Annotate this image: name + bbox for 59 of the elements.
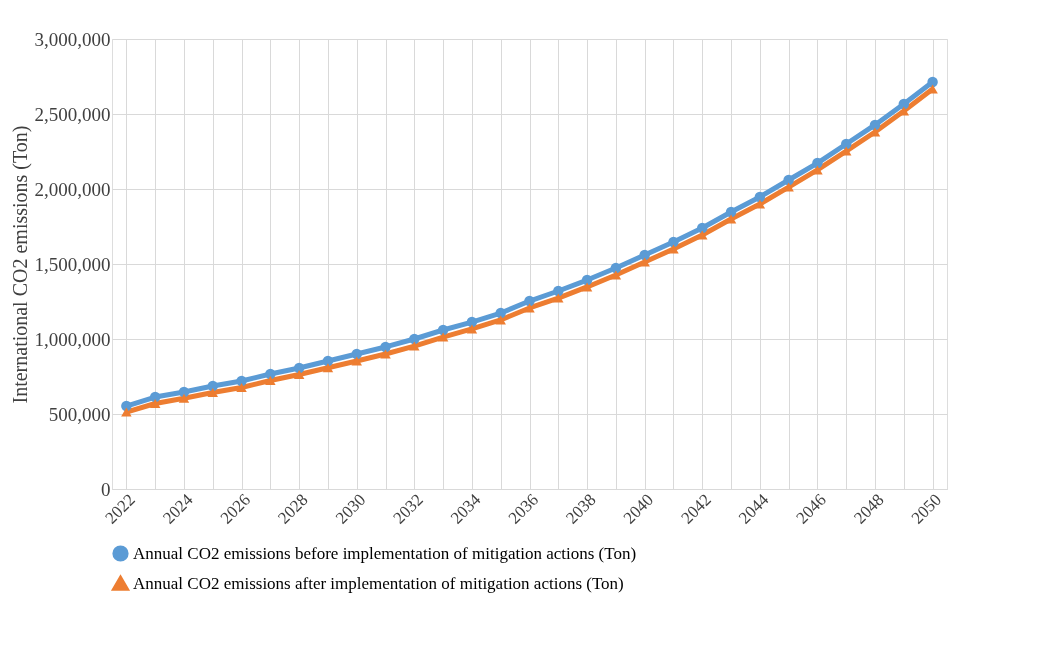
point — [524, 295, 535, 307]
point — [351, 348, 362, 360]
point — [495, 307, 506, 319]
y-tick-label: 2,500,000 — [34, 103, 111, 125]
point — [581, 274, 593, 286]
y-tick-label: 1,500,000 — [34, 253, 111, 275]
point — [524, 303, 535, 313]
point — [553, 293, 564, 303]
point — [322, 355, 334, 367]
point — [725, 206, 737, 218]
point — [236, 375, 247, 387]
point — [409, 333, 420, 345]
y-axis-title: International CO2 emissions (Ton) — [8, 125, 32, 404]
point — [121, 407, 132, 417]
point — [668, 244, 679, 254]
point — [610, 262, 622, 274]
point — [898, 98, 910, 110]
y-tick-label: 3,000,000 — [34, 28, 111, 50]
point — [236, 382, 247, 392]
point — [265, 368, 276, 380]
legend-label: Annual CO2 emissions after implementation of mitigation actions (Ton) — [133, 573, 624, 593]
point — [697, 230, 708, 240]
point — [812, 157, 823, 169]
legend-label: Annual CO2 emissions before implementation of mitigation actions (Ton) — [133, 543, 637, 563]
point — [149, 391, 161, 403]
point — [351, 356, 362, 366]
point — [207, 388, 219, 398]
y-tick-label: 0 — [101, 478, 111, 500]
point — [466, 324, 478, 334]
point — [639, 257, 650, 267]
point — [553, 285, 564, 297]
point — [178, 393, 190, 403]
point — [178, 386, 190, 398]
point — [322, 363, 334, 373]
point — [293, 370, 305, 380]
point — [437, 332, 449, 342]
point — [380, 341, 391, 353]
point — [581, 282, 593, 292]
point — [293, 362, 305, 374]
point — [437, 324, 449, 336]
point — [754, 191, 766, 203]
y-tick-label: 500,000 — [48, 403, 111, 425]
point — [639, 249, 650, 261]
y-tick-label: 1,000,000 — [34, 328, 111, 350]
point — [927, 76, 938, 88]
point — [668, 236, 679, 248]
point — [610, 270, 622, 280]
y-tick-label: 2,000,000 — [34, 178, 111, 200]
point — [783, 174, 794, 186]
point — [380, 349, 391, 359]
point — [265, 376, 276, 386]
point — [466, 316, 478, 328]
point — [207, 380, 219, 392]
point — [121, 400, 132, 412]
point — [409, 341, 420, 351]
point — [840, 138, 852, 150]
point — [697, 222, 708, 234]
point — [149, 398, 161, 409]
point — [869, 119, 881, 131]
